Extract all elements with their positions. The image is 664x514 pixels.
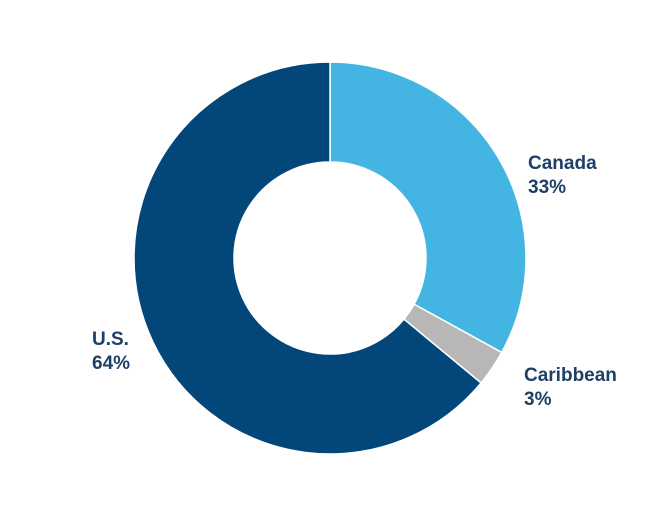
label-canada: Canada 33% (528, 152, 597, 200)
label-canada-value: 33% (528, 177, 567, 198)
label-caribbean-value: 3% (524, 389, 552, 410)
label-caribbean-name: Caribbean (524, 365, 617, 386)
slice-canada (329, 61, 527, 354)
label-canada-name: Canada (528, 153, 597, 174)
label-us-name: U.S. (92, 329, 129, 350)
label-caribbean: Caribbean 3% (524, 364, 617, 412)
slice-us (133, 61, 483, 455)
label-us: U.S. 64% (92, 328, 130, 376)
label-us-value: 64% (92, 353, 131, 374)
